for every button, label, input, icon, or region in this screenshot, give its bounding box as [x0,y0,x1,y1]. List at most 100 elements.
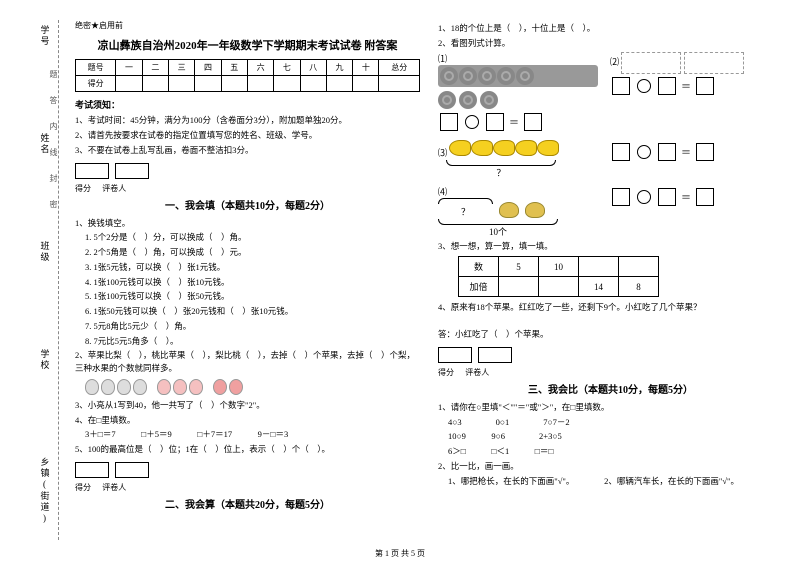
fruit-row [75,379,420,395]
th: 九 [326,60,352,76]
figure-tag: ⑵ [610,57,619,67]
figure-2: ⑵ ＝ [610,52,770,134]
mark-label: 评卷人 [102,483,126,492]
td: 10 [539,257,579,277]
question: 4、原来有18个苹果。红红吃了一些，还剩下9个。小红吃了几个苹果？ [438,301,783,314]
notice-item: 1、考试时间：45分钟，满分为100分（含卷面分3分），附加题单独20分。 [75,115,420,127]
td [579,257,619,277]
table-row: 题号 一 二 三 四 五 六 七 八 九 十 总分 [76,60,420,76]
question: 4、在□里填数。 [75,414,420,427]
embedded-image [621,52,681,74]
question: 3、小亮从1写到40，他一共写了（ ）个数字"2"。 [75,399,420,412]
question: 1、请你在○里填"＜""＝"或"＞"，在□里填数。 [438,401,783,414]
score-table: 题号 一 二 三 四 五 六 七 八 九 十 总分 得分 [75,59,420,92]
question: 5、100的最高位是（ ）位；1在（ ）位上，表示（ ）个（ ）。 [75,443,420,456]
mark-label: 评卷人 [465,368,489,377]
figure-tag: ⑴ [438,54,447,64]
notice-item: 3、不要在试卷上乱写乱画，卷面不整洁扣3分。 [75,145,420,157]
sub-question: 6. 1张50元钱可以换（ ）张20元钱和（ ）张10元钱。 [75,305,420,318]
exam-title: 凉山彝族自治州2020年一年级数学下学期期末考试试卷 附答案 [75,37,420,53]
mark-row: 得分 评卷人 [75,462,420,493]
td: 数 [459,257,499,277]
section-heading-2: 二、我会算（本题共20分，每题5分） [75,496,420,511]
question: 2、苹果比梨（ ），桃比苹果（ ），梨比桃（ ），去掉（ ）个苹果，去掉（ ）个… [75,349,420,375]
equation-row: ＝ [610,143,770,161]
secret-label: 绝密★启用前 [75,20,420,31]
td: 14 [579,277,619,297]
side-label: 班级 [39,241,52,263]
peach-group [157,379,203,395]
td [539,277,579,297]
seal-hint: 题 答 内 线 封 密 [48,70,59,216]
sub-question: 4. 1张100元钱可以换（ ）张10元钱。 [75,276,420,289]
section-heading-3: 三、我会比（本题共10分，每题5分） [438,381,783,396]
compare-line: 4○3 0○1 7○7－2 [438,416,783,429]
page-footer: 第 1 页 共 5 页 [0,548,800,559]
brace-icon [438,198,493,204]
mark-label: 得分 [438,368,454,377]
score-box [75,462,109,478]
sub-question: 7. 5元8角比5元少（ ）角。 [75,320,420,333]
brace-label: ？ [446,166,556,179]
equation-row: ＝ [610,188,770,206]
sub-question: 8. 7元比5元5角多（ ）。 [75,335,420,348]
sub-question: 1. 5个2分是（ ）分，可以换成（ ）角。 [75,231,420,244]
mark-label: 得分 [75,184,91,193]
notice-item: 2、请首先按要求在试卷的指定位置填写您的姓名、班级、学号。 [75,130,420,142]
td [499,277,539,297]
sub-question: 3. 1张5元钱，可以换（ ）张1元钱。 [75,261,420,274]
mark-label: 评卷人 [102,184,126,193]
mark-row: 得分 评卷人 [438,347,783,378]
th: 总分 [379,60,420,76]
marker-box [115,462,149,478]
figure-tag: ⑷ [438,187,447,197]
marker-box [115,163,149,179]
marker-box [478,347,512,363]
td: 得分 [76,76,116,92]
th: 二 [142,60,168,76]
sub-question: 2. 2个5角是（ ）角，可以换成（ ）元。 [75,246,420,259]
gear-band [438,65,598,87]
equation-row: ＝ [438,113,598,131]
brace-label: ？ [438,205,493,218]
th: 八 [300,60,326,76]
figure-3-eq: ＝ [610,140,770,179]
exam-page: 学号 姓名 班级 学校 乡镇(街道) 题 答 内 线 封 密 绝密★启用前 凉山… [0,0,800,565]
th: 三 [168,60,194,76]
side-label: 学号 [39,25,52,47]
compare-line: 6＞□ □＜1 □＝□ [438,445,783,458]
notice-heading: 考试须知： [75,98,420,111]
compare-line: 10○9 9○6 2+3○5 [438,430,783,443]
question: 1、18的个位上是（ ），十位上是（ ）。 [438,22,783,35]
content-area: 绝密★启用前 凉山彝族自治州2020年一年级数学下学期期末考试试卷 附答案 题号… [75,20,785,540]
td [619,257,659,277]
answer-line: 答：小红吃了（ ）个苹果。 [438,328,783,341]
score-box [438,347,472,363]
figure-4: ⑷ ？ 10个 [438,185,598,238]
td: 加倍 [459,277,499,297]
side-label: 乡镇(街道) [39,457,52,525]
th: 十 [353,60,379,76]
sub-question: 5. 1张100元钱可以换（ ）张50元钱。 [75,290,420,303]
td: 8 [619,277,659,297]
table-row: 得分 [76,76,420,92]
question: 2、看图列式计算。 [438,37,783,50]
question: 2、比一比，画一画。 [438,460,783,473]
score-box [75,163,109,179]
embedded-image [684,52,744,74]
brace-label: 10个 [438,225,558,238]
figure-tag: ⑶ [438,148,447,158]
figure-1: ⑴ ＝ [438,52,598,134]
th: 六 [247,60,273,76]
th: 五 [221,60,247,76]
th: 题号 [76,60,116,76]
figure-row-top: ⑴ ＝ ⑵ ＝ [438,52,783,134]
th: 七 [274,60,300,76]
th: 四 [195,60,221,76]
table-row: 数 5 10 [459,257,659,277]
right-column: 1、18的个位上是（ ），十位上是（ ）。 2、看图列式计算。 ⑴ ＝ [438,20,783,540]
figure-row-bottom: ⑶ ？ ＝ [438,140,783,179]
question: 1、换钱填空。 [75,217,420,230]
double-table: 数 5 10 加倍 14 8 [458,256,659,297]
section-heading-1: 一、我会填（本题共10分，每题2分） [75,197,420,212]
